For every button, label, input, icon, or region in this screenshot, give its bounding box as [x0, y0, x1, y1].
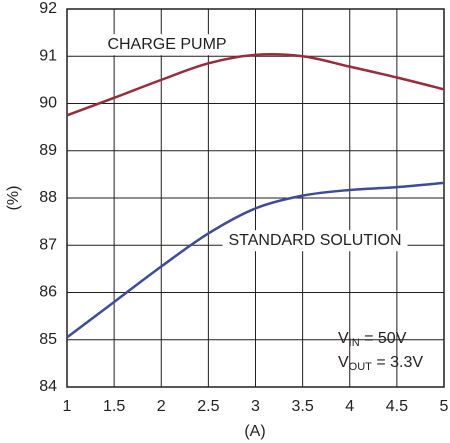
- condition-label: VOUT = 3.3V: [338, 354, 423, 373]
- label-background: [101, 34, 233, 56]
- condition-label: VIN = 50V: [338, 330, 407, 349]
- x-tick-label: 2: [157, 398, 166, 415]
- x-tick-label: 3: [251, 398, 260, 415]
- condition-part: IN: [349, 337, 360, 349]
- condition-part: V: [338, 354, 349, 371]
- condition-part: = 50V: [360, 330, 407, 347]
- y-axis-label: (%): [5, 186, 22, 211]
- condition-part: = 3.3V: [372, 354, 423, 371]
- x-tick-label: 3.5: [292, 398, 314, 415]
- series-label: STANDARD SOLUTION: [228, 232, 401, 249]
- y-tick-label: 84: [39, 378, 57, 395]
- x-tick-label: 1: [63, 398, 72, 415]
- x-tick-label: 4: [345, 398, 354, 415]
- plot-frame: [66, 8, 445, 388]
- y-tick-label: 86: [39, 284, 57, 301]
- label-background: [222, 230, 408, 252]
- series-label: CHARGE PUMP: [107, 36, 226, 53]
- y-tick-label: 90: [39, 95, 57, 112]
- x-axis-label: (A): [244, 423, 265, 440]
- y-tick-label: 88: [39, 189, 57, 206]
- y-tick-label: 85: [39, 331, 57, 348]
- y-tick-label: 91: [39, 47, 57, 64]
- y-tick-label: 92: [39, 0, 57, 17]
- x-tick-label: 5: [440, 398, 449, 415]
- condition-part: OUT: [349, 361, 373, 373]
- y-tick-label: 89: [39, 142, 57, 159]
- series-line: [66, 52, 445, 117]
- y-tick-label: 87: [39, 236, 57, 253]
- condition-part: V: [338, 330, 349, 347]
- x-tick-label: 1.5: [103, 398, 125, 415]
- x-tick-label: 2.5: [197, 398, 219, 415]
- series-line: [66, 181, 445, 339]
- x-tick-label: 4.5: [386, 398, 408, 415]
